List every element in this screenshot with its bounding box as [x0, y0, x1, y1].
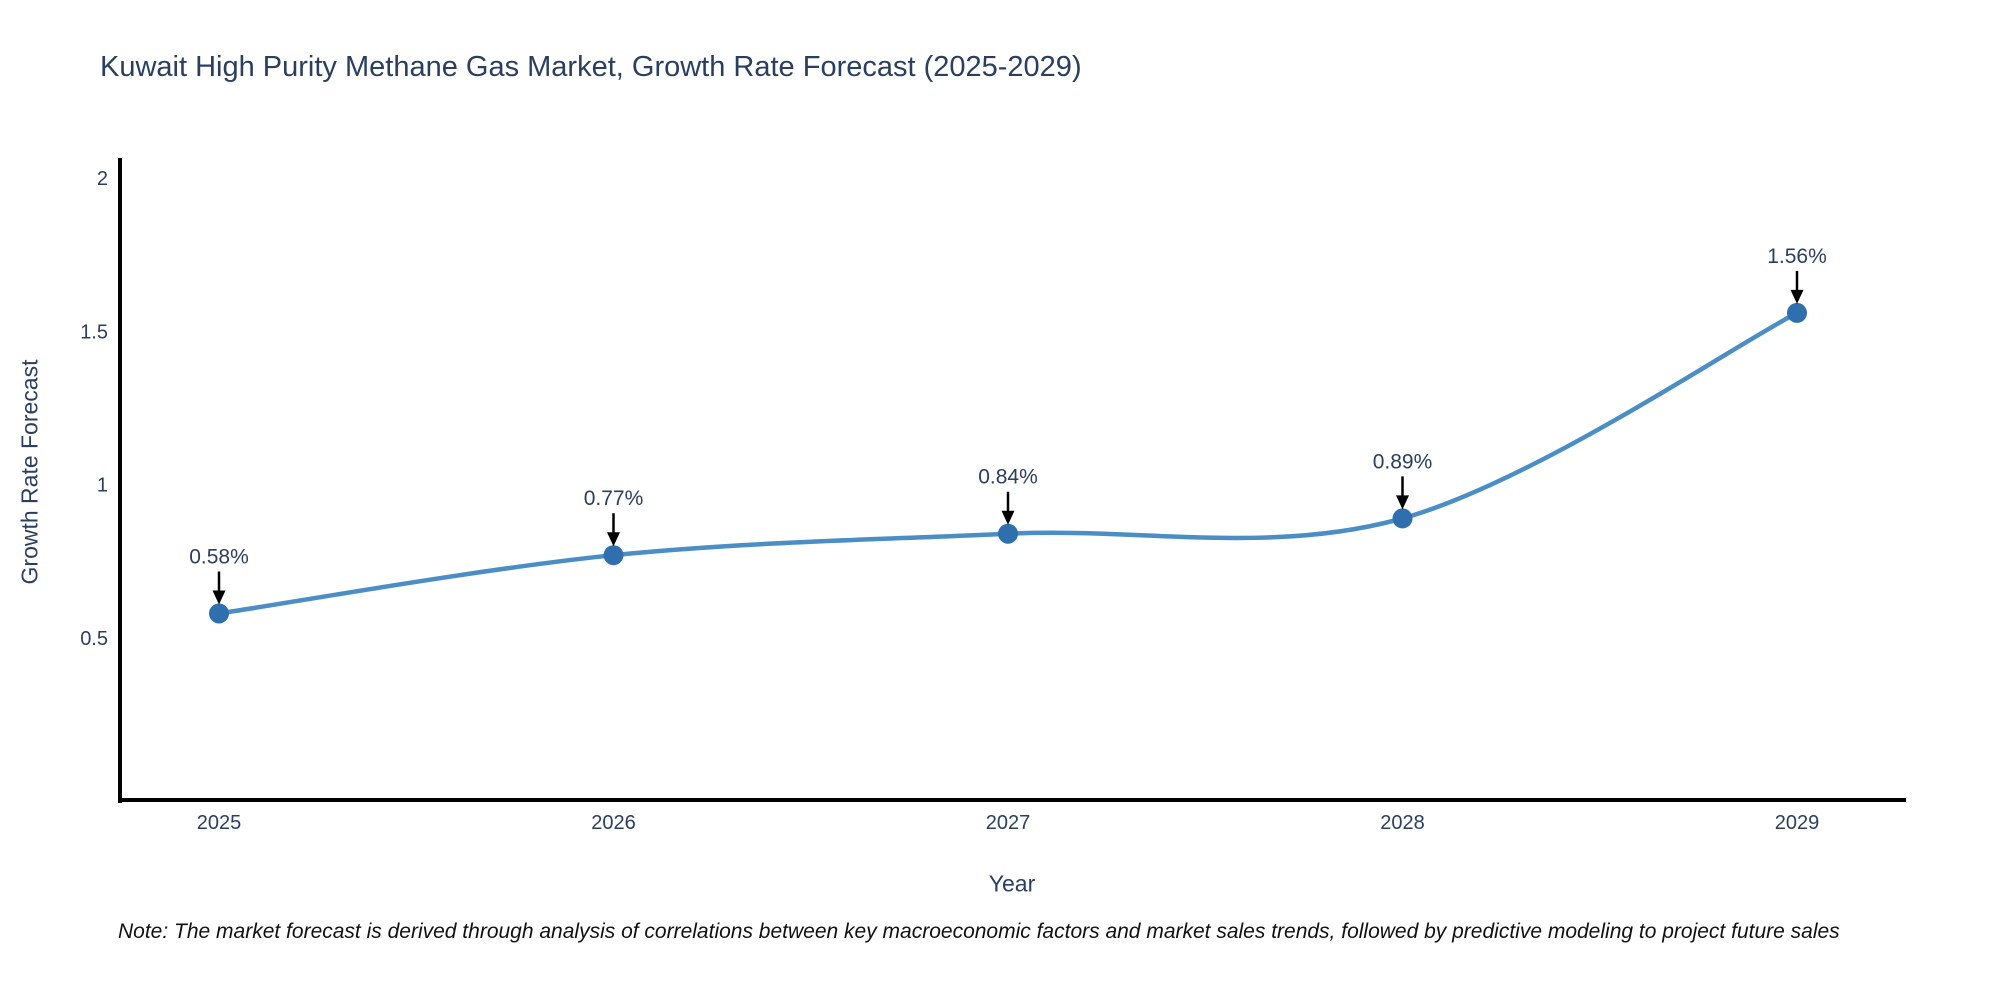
data-point-2026[interactable] — [603, 545, 624, 566]
x-axis-title: Year — [988, 870, 1036, 897]
annotation-label: 0.77% — [584, 487, 644, 510]
forecast-line — [216, 310, 1800, 616]
x-tick-label: 2028 — [1380, 812, 1425, 834]
chart-note: Note: The market forecast is derived thr… — [118, 920, 1840, 943]
annotation-arrowhead-icon — [212, 590, 226, 605]
chart-title: Kuwait High Purity Methane Gas Market, G… — [100, 51, 1082, 83]
data-point-2025[interactable] — [209, 603, 229, 624]
x-tick-label: 2027 — [986, 812, 1031, 834]
data-point-2029[interactable] — [1787, 302, 1807, 323]
annotation-arrowhead-icon — [1790, 289, 1804, 304]
y-tick-label: 1.5 — [80, 321, 108, 343]
annotation-label: 1.56% — [1767, 245, 1827, 268]
y-tick-label: 1 — [97, 475, 108, 497]
data-point-2027[interactable] — [998, 523, 1018, 544]
annotation-label: 0.58% — [189, 545, 249, 568]
x-tick-label: 2025 — [197, 812, 242, 834]
annotation-arrowhead-icon — [1396, 495, 1409, 510]
x-tick-label: 2026 — [591, 812, 636, 834]
y-tick-label: 2 — [97, 168, 108, 190]
annotation-label: 0.84% — [978, 466, 1038, 489]
x-tick-label: 2029 — [1775, 812, 1820, 834]
data-point-2028[interactable] — [1392, 508, 1413, 529]
y-tick-label: 0.5 — [80, 628, 108, 650]
y-axis-title: Growth Rate Forecast — [16, 359, 43, 585]
annotation-arrowhead-icon — [1001, 510, 1015, 525]
annotation-label: 0.89% — [1373, 450, 1433, 473]
annotation-arrowhead-icon — [607, 532, 620, 547]
